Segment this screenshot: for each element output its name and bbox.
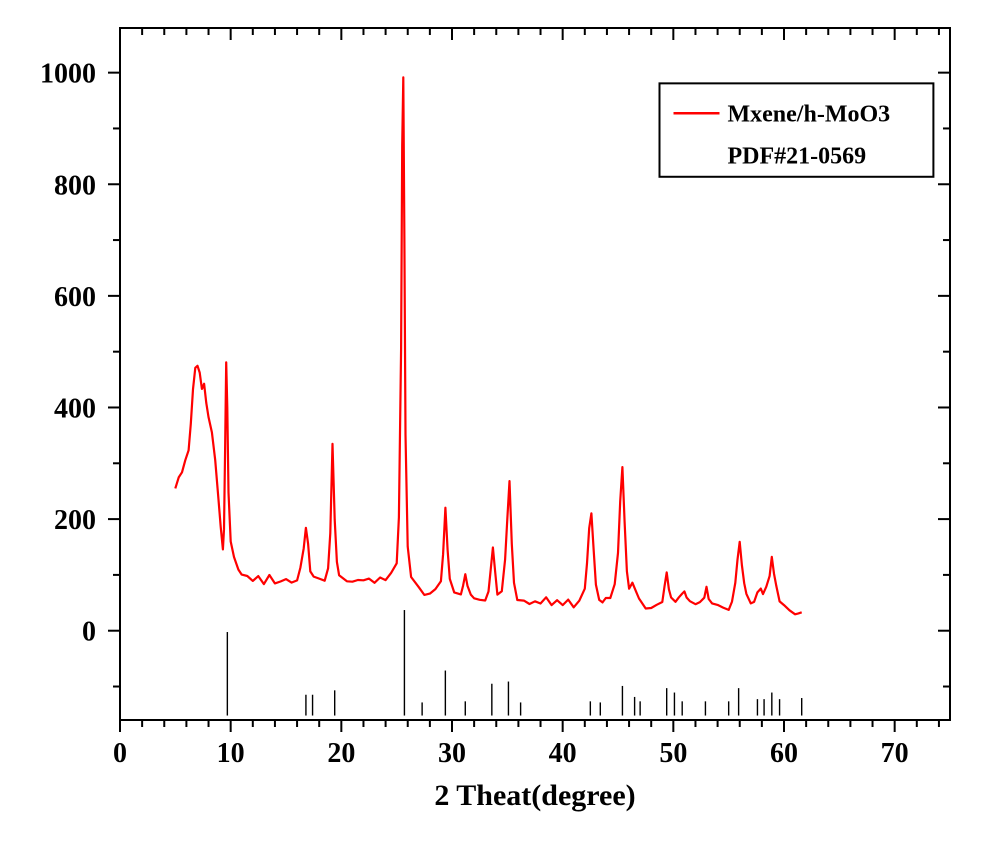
y-tick-label: 1000 xyxy=(40,59,96,90)
x-tick-label: 10 xyxy=(217,738,245,769)
x-tick-label: 20 xyxy=(327,738,355,769)
x-axis-label: 2 Theat(degree) xyxy=(434,779,635,812)
y-tick-label: 400 xyxy=(54,393,96,424)
y-tick-label: 600 xyxy=(54,282,96,313)
x-tick-label: 60 xyxy=(770,738,798,769)
y-tick-label: 800 xyxy=(54,170,96,201)
legend-label-1: Mxene/h-MoO3 xyxy=(728,101,891,127)
x-tick-label: 50 xyxy=(659,738,687,769)
legend-label-2: PDF#21-0569 xyxy=(728,143,867,169)
x-tick-label: 40 xyxy=(549,738,577,769)
x-tick-label: 30 xyxy=(438,738,466,769)
x-tick-label: 0 xyxy=(113,738,127,769)
y-tick-label: 200 xyxy=(54,505,96,536)
x-tick-label: 70 xyxy=(881,738,909,769)
xrd-chart: 0 10 20 30 40 50 60 70 2 Theat(degree) 0 200 400 600… xyxy=(0,0,1000,856)
y-tick-label: 0 xyxy=(82,617,96,648)
chart-svg: 0 10 20 30 40 50 60 70 2 Theat(degree) 0 200 400 600… xyxy=(0,0,1000,856)
